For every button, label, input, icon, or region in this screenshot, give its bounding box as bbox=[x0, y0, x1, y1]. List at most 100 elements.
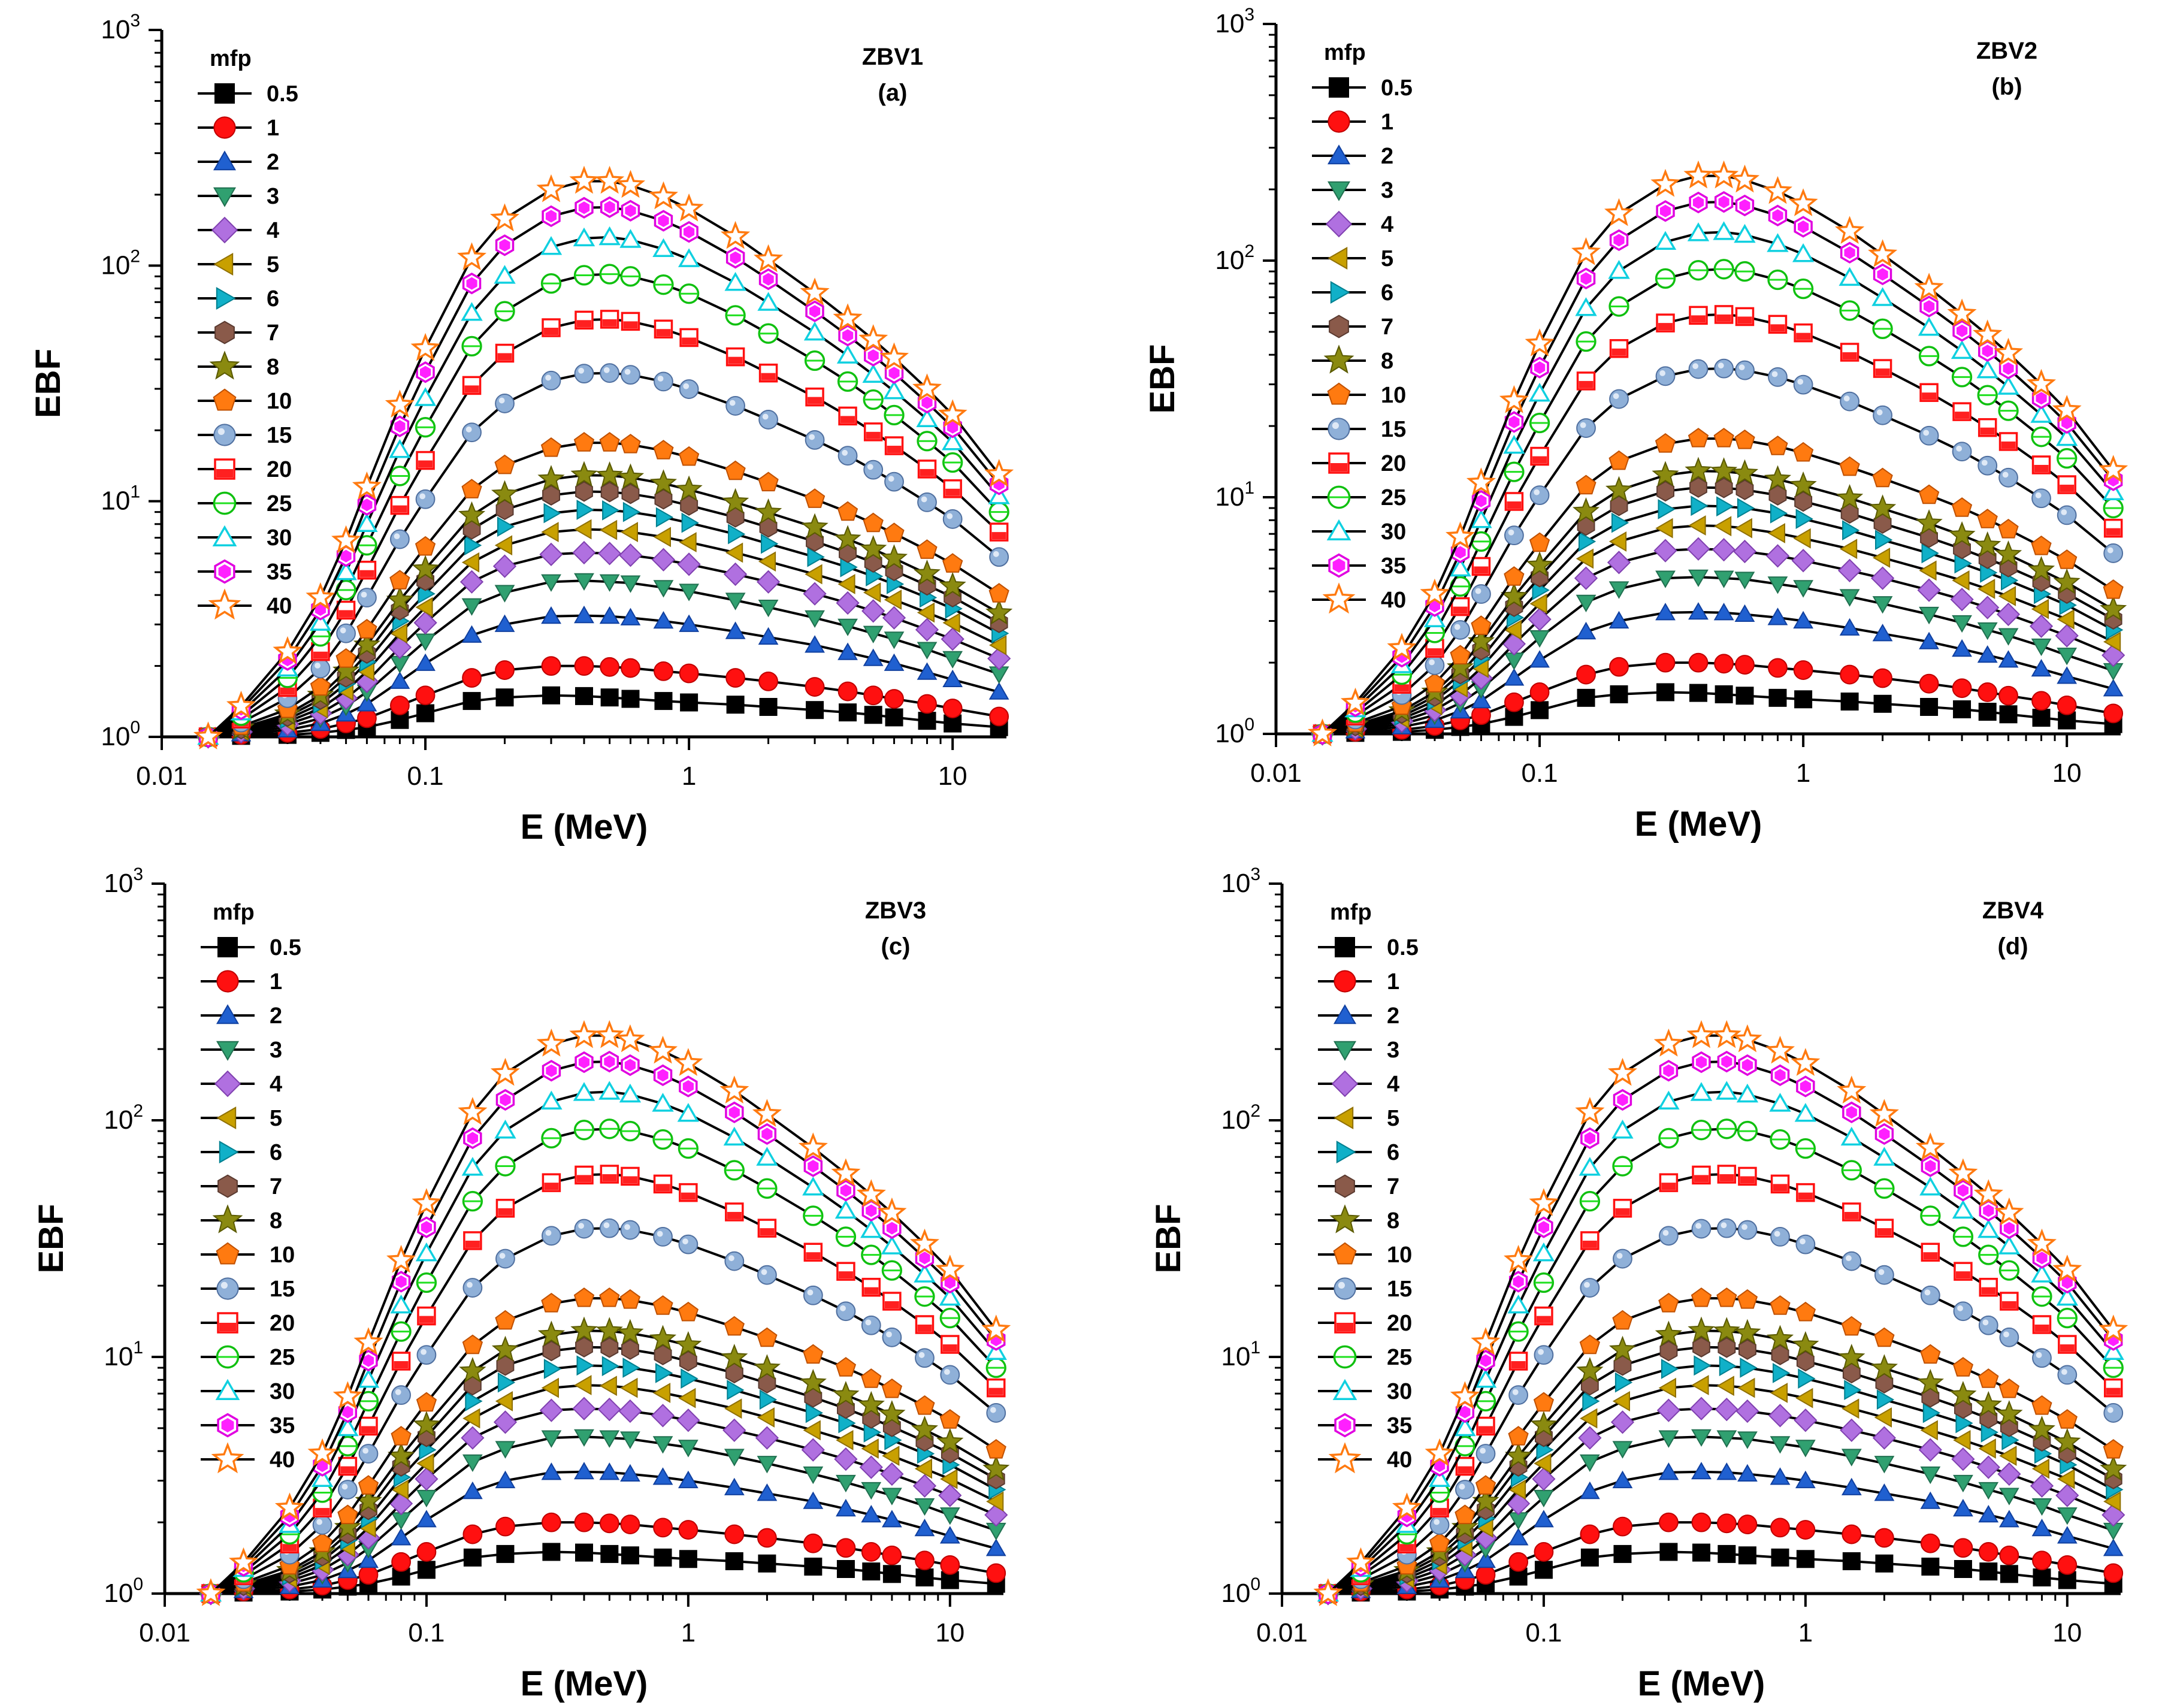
data-point-fill bbox=[1615, 1208, 1630, 1216]
data-point bbox=[1576, 1357, 1604, 1383]
data-point bbox=[1839, 589, 1860, 607]
x-tick-label: 1 bbox=[681, 1618, 696, 1647]
data-point bbox=[757, 1265, 777, 1285]
data-point bbox=[725, 1552, 743, 1570]
legend-item: 20 bbox=[1318, 1311, 1412, 1336]
data-point bbox=[1872, 467, 1893, 488]
data-point bbox=[915, 1550, 935, 1571]
legend-item: 0.5 bbox=[1312, 75, 1413, 101]
data-point bbox=[621, 365, 640, 385]
data-point bbox=[462, 422, 482, 443]
series-30-mfp bbox=[197, 226, 1010, 745]
data-point bbox=[1713, 1317, 1740, 1343]
data-point bbox=[942, 509, 963, 529]
data-point-fill bbox=[2001, 1301, 2016, 1308]
data-point bbox=[1737, 1377, 1755, 1398]
data-point bbox=[861, 599, 885, 623]
data-point bbox=[1713, 428, 1734, 448]
data-point bbox=[1953, 1429, 1971, 1450]
legend-label: 30 bbox=[267, 525, 292, 551]
data-point-fill bbox=[1924, 300, 1935, 313]
data-point bbox=[884, 471, 904, 492]
legend-marker bbox=[216, 1106, 237, 1130]
data-point bbox=[861, 1505, 882, 1523]
data-point-fill bbox=[1532, 456, 1547, 464]
legend-label: 4 bbox=[267, 218, 279, 243]
data-point bbox=[836, 1474, 856, 1493]
data-point bbox=[679, 584, 700, 601]
data-point-fill bbox=[1982, 344, 1993, 358]
data-point bbox=[2057, 609, 2075, 630]
data-point bbox=[620, 1464, 640, 1482]
data-point bbox=[655, 507, 674, 528]
legend-item: 0.5 bbox=[1318, 935, 1419, 960]
data-point bbox=[1735, 1399, 1759, 1423]
data-point bbox=[1734, 604, 1755, 622]
data-point bbox=[985, 1538, 1006, 1556]
data-point bbox=[941, 627, 964, 651]
data-point-highlight bbox=[809, 434, 815, 440]
data-point bbox=[1475, 1550, 1496, 1568]
data-point bbox=[882, 1545, 902, 1565]
data-point-fill bbox=[884, 1301, 899, 1308]
data-point bbox=[881, 1235, 903, 1254]
plot-area bbox=[193, 165, 1014, 749]
data-point bbox=[989, 635, 1007, 655]
data-point bbox=[412, 555, 439, 581]
data-point bbox=[838, 1413, 856, 1434]
data-point-highlight bbox=[361, 591, 367, 598]
data-point bbox=[539, 1398, 564, 1422]
legend-label: 25 bbox=[1381, 485, 1406, 510]
legend-item: 15 bbox=[1318, 1277, 1412, 1302]
data-point bbox=[462, 1334, 483, 1355]
legend-marker-fill bbox=[1332, 558, 1345, 573]
data-point bbox=[1842, 520, 1860, 541]
data-point bbox=[884, 653, 905, 671]
data-point bbox=[1952, 678, 1972, 699]
data-point bbox=[2032, 709, 2051, 727]
data-point bbox=[1793, 610, 1814, 629]
data-point bbox=[862, 364, 884, 383]
data-point-highlight bbox=[944, 1369, 950, 1375]
data-point-fill bbox=[578, 201, 590, 214]
data-point bbox=[413, 610, 437, 635]
data-point bbox=[1837, 558, 1862, 583]
data-point bbox=[1691, 1462, 1712, 1480]
data-point bbox=[1770, 1383, 1788, 1403]
data-point bbox=[1765, 1035, 1795, 1064]
data-point-fill bbox=[1475, 494, 1487, 507]
data-point bbox=[1713, 570, 1734, 588]
data-point bbox=[1788, 188, 1818, 216]
legend-marker bbox=[216, 1277, 239, 1300]
data-point bbox=[2100, 1455, 2127, 1481]
data-point bbox=[1977, 1219, 2000, 1238]
data-point-fill bbox=[942, 1344, 957, 1352]
data-point bbox=[1504, 1244, 1534, 1273]
data-point-highlight bbox=[578, 1223, 584, 1229]
data-point bbox=[541, 522, 559, 543]
data-point bbox=[1997, 1462, 2021, 1486]
data-point-highlight bbox=[1923, 430, 1930, 436]
data-point bbox=[459, 1357, 486, 1383]
data-point bbox=[539, 542, 563, 567]
data-point bbox=[1839, 539, 1858, 560]
data-point bbox=[1658, 1462, 1679, 1480]
data-point-fill bbox=[658, 214, 669, 227]
data-point bbox=[1686, 537, 1710, 561]
data-point bbox=[599, 606, 620, 624]
data-point bbox=[984, 458, 1014, 487]
data-point bbox=[1738, 1339, 1756, 1360]
data-point bbox=[1793, 580, 1814, 598]
data-point-highlight bbox=[2061, 1369, 2067, 1375]
legend-item: 40 bbox=[201, 1442, 295, 1474]
data-point bbox=[1659, 1340, 1678, 1362]
data-point-highlight bbox=[1843, 395, 1850, 402]
data-point bbox=[880, 1462, 904, 1486]
data-point bbox=[914, 1395, 935, 1415]
data-point bbox=[1576, 594, 1596, 613]
legend-label: 15 bbox=[1381, 417, 1406, 442]
data-point bbox=[2032, 1550, 2052, 1571]
data-point bbox=[1795, 1470, 1816, 1489]
data-point bbox=[877, 1197, 907, 1226]
data-point bbox=[832, 1380, 860, 1407]
